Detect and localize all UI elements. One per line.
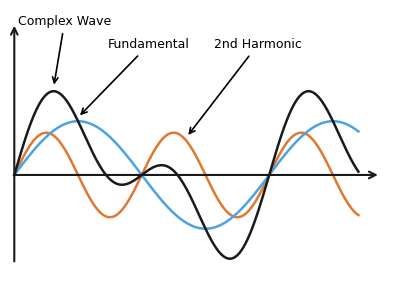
Text: Complex Wave: Complex Wave bbox=[18, 15, 111, 83]
Text: 2nd Harmonic: 2nd Harmonic bbox=[189, 38, 302, 134]
Text: Fundamental: Fundamental bbox=[81, 38, 190, 114]
